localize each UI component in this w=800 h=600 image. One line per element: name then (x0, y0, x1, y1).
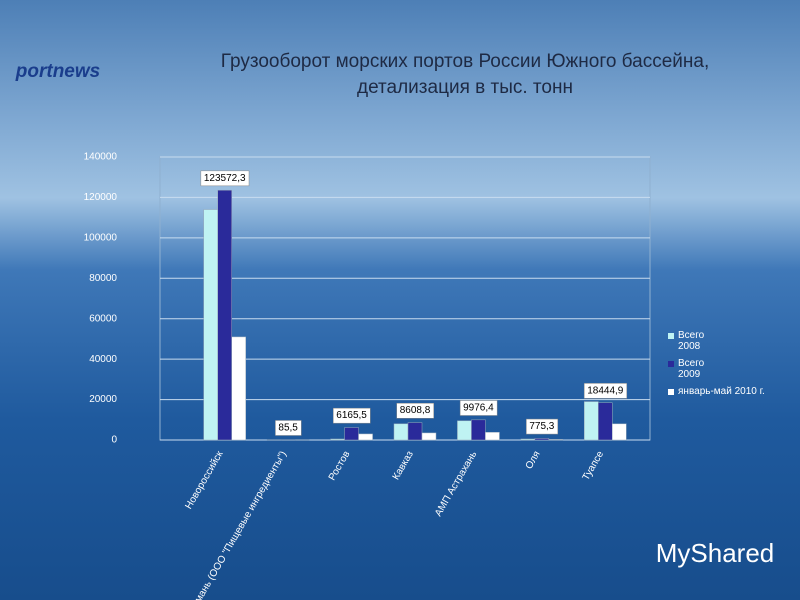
bar (584, 401, 599, 441)
bar (231, 336, 246, 441)
y-tick-label: 60000 (89, 313, 117, 324)
data-label-box (333, 407, 371, 424)
data-label-text: 85,5 (278, 422, 298, 433)
legend-swatch (668, 361, 674, 367)
x-tick-label: Ростов (327, 449, 353, 482)
bar (548, 439, 564, 441)
data-label-text: 775,3 (529, 421, 554, 432)
data-label: 6165,5 (333, 407, 371, 424)
chart-title: детализация в тыс. тонн (357, 77, 573, 98)
legend-label: Всего 2008 (678, 330, 705, 352)
data-label: 85,5 (275, 420, 302, 436)
data-label: 9976,4 (459, 400, 498, 416)
y-tick-label: 80000 (89, 273, 117, 284)
y-tick-label: 20000 (89, 394, 117, 405)
data-label: 8608,8 (396, 402, 434, 419)
bar (393, 423, 409, 441)
bar (612, 423, 627, 441)
y-tick-label: 0 (111, 435, 117, 446)
bar (330, 438, 345, 441)
legend-entry: Всего 2008 (668, 330, 788, 352)
bar (457, 420, 472, 441)
bar (421, 432, 437, 441)
data-label-text: 18444,9 (587, 385, 624, 396)
y-tick-label: 140000 (84, 152, 118, 163)
x-tick-label: АМП Астрахань (433, 449, 479, 518)
data-label-box (396, 402, 434, 419)
data-label-box (526, 418, 559, 435)
bar (598, 402, 613, 441)
bar (407, 422, 423, 441)
data-label-box (275, 420, 302, 436)
data-label-text: 6165,5 (336, 410, 367, 421)
legend-label: Всего 2009 (678, 358, 705, 380)
data-label: 123572,3 (200, 170, 250, 187)
legend-swatch (668, 389, 674, 395)
watermark: MyShared (656, 538, 775, 568)
data-label-box (459, 400, 498, 416)
x-tick-label: Кавказ (391, 449, 416, 482)
bar (471, 419, 486, 441)
legend-entry: январь-май 2010 г. (668, 386, 788, 397)
y-tick-label: 100000 (84, 232, 118, 243)
bar (344, 427, 359, 441)
y-tick-label: 120000 (84, 192, 118, 203)
legend-label: январь-май 2010 г. (678, 386, 765, 397)
y-tick-label: 40000 (89, 354, 117, 365)
bar (358, 433, 373, 441)
legend-swatch (668, 333, 674, 339)
bar (217, 189, 232, 441)
logo: portnews (15, 61, 100, 82)
data-label-box (200, 170, 250, 187)
data-label-text: 9976,4 (463, 402, 494, 413)
bar (534, 438, 550, 441)
bar (203, 209, 218, 441)
x-tick-label: Оля (524, 449, 543, 471)
legend-entry: Всего 2009 (668, 358, 788, 380)
data-label: 775,3 (526, 418, 559, 435)
bar (520, 438, 536, 441)
x-tick-label: Новороссийск (183, 449, 225, 512)
bar (485, 432, 500, 441)
data-label-box (583, 383, 628, 399)
legend: Всего 2008 Всего 2009 январь-май 2010 г. (668, 330, 788, 403)
data-label: 18444,9 (583, 383, 628, 399)
data-label-text: 8608,8 (400, 405, 431, 416)
chart-title: Грузооборот морских портов России Южного… (221, 51, 709, 72)
x-tick-label: Туапсе (581, 449, 607, 483)
data-label-text: 123572,3 (204, 173, 246, 184)
